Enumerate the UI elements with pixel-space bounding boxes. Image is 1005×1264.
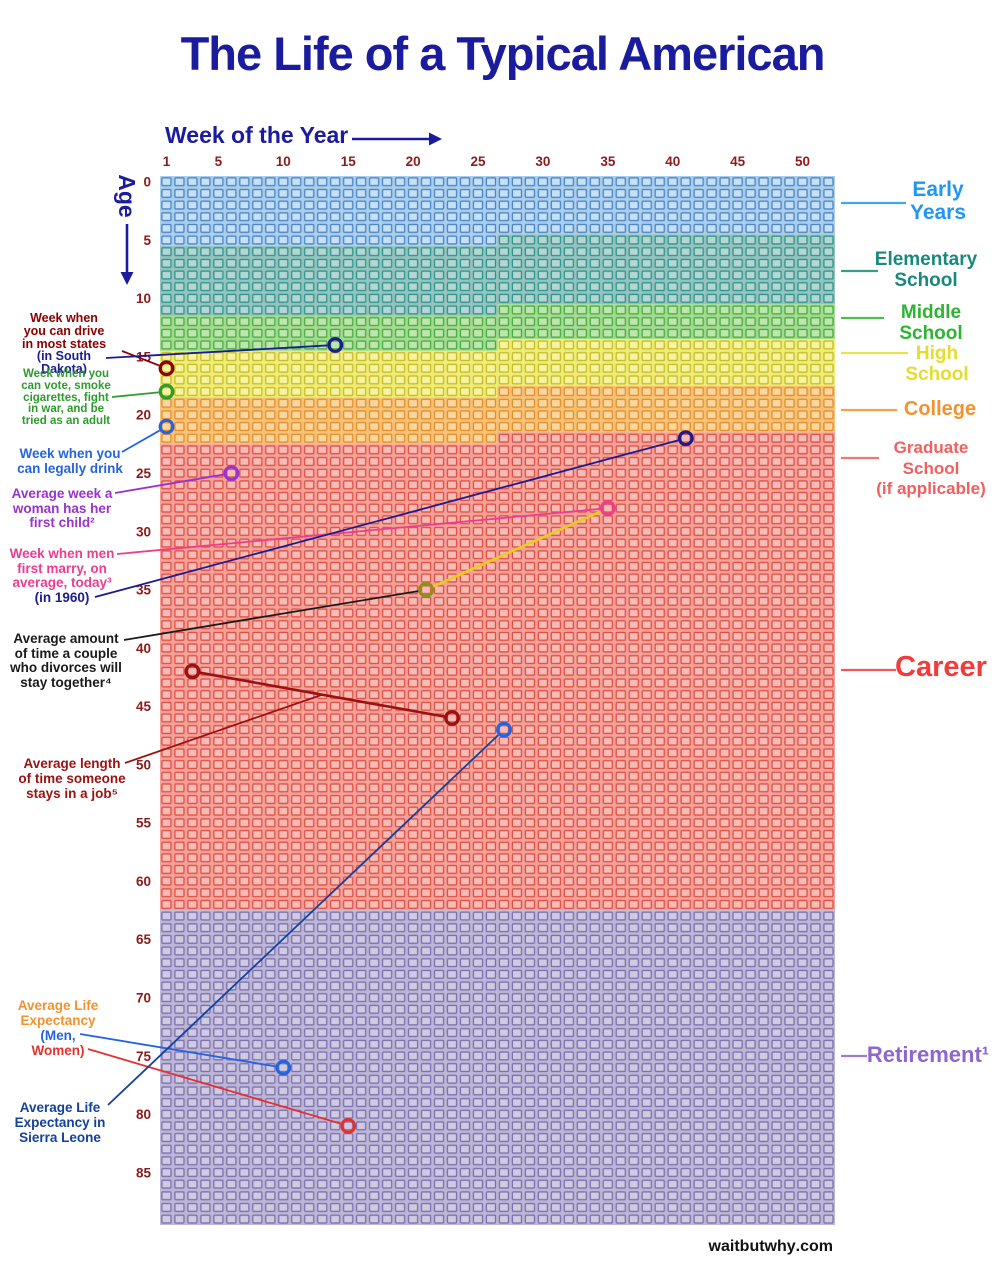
point-job_end xyxy=(444,710,460,726)
x-axis-arrow-icon xyxy=(352,132,442,146)
point-marry_1960 xyxy=(677,430,694,447)
band-cells-early xyxy=(160,176,835,246)
stage-label-high: High School xyxy=(905,343,969,385)
point-marry_today xyxy=(599,500,616,517)
annotation-lifeexp: Average Life Expectancy (Men, Women) xyxy=(17,998,99,1058)
point-drink_21 xyxy=(158,418,175,435)
connector-job-@jobmid xyxy=(124,693,323,764)
point-drive_16 xyxy=(158,360,175,377)
x-tick-5: 5 xyxy=(215,154,223,169)
y-tick-80: 80 xyxy=(136,1107,151,1122)
y-tick-0: 0 xyxy=(143,175,151,190)
y-tick-50: 50 xyxy=(136,757,151,772)
y-tick-45: 45 xyxy=(136,699,152,714)
annotation-drive: Week when you can drive in most states (in … xyxy=(21,311,107,377)
x-tick-10: 10 xyxy=(276,154,291,169)
annotation-sierra: Average Life Expectancy in Sierra Leone xyxy=(14,1100,106,1145)
y-tick-60: 60 xyxy=(136,874,151,889)
x-tick-40: 40 xyxy=(665,154,680,169)
band-cells-elementary xyxy=(160,234,835,316)
connector-drink-drink_21 xyxy=(121,429,160,453)
connector-vote-vote_18 xyxy=(111,391,159,398)
connector-marry-marry_1960 xyxy=(94,439,679,598)
band-cells-college xyxy=(160,385,835,445)
stage-label-retirement: Retirement¹ xyxy=(866,1042,990,1067)
x-tick-1: 1 xyxy=(163,154,171,169)
stage-label-college: College xyxy=(903,398,977,420)
y-tick-85: 85 xyxy=(136,1165,152,1180)
site-name: waitbutwhy xyxy=(708,1238,796,1255)
y-tick-20: 20 xyxy=(136,408,151,423)
point-job_start xyxy=(184,663,201,680)
connector-marry-marry_today xyxy=(116,508,600,555)
x-tick-35: 35 xyxy=(600,154,616,169)
band-cells-career xyxy=(160,432,835,911)
annotation-drink: Week when you can legally drink xyxy=(17,446,123,476)
x-tick-25: 25 xyxy=(471,154,487,169)
stage-label-middle: Middle School xyxy=(899,302,963,344)
connector-firstchild-first_child xyxy=(114,473,224,494)
connector-lifeexp-life_men xyxy=(79,1033,276,1068)
point-life_women xyxy=(340,1118,357,1134)
stage-label-elementary: Elementary School xyxy=(874,249,978,291)
x-tick-45: 45 xyxy=(730,154,746,169)
y-tick-55: 55 xyxy=(136,816,152,831)
band-cells-middle xyxy=(160,304,835,351)
point-sierra_leone xyxy=(496,721,512,738)
connector-drive-sd_drive xyxy=(105,344,328,359)
y-axis-arrow-icon xyxy=(120,224,134,285)
annotation-job: Average length of time someone stays in a … xyxy=(18,756,126,801)
segment-marry_today-divorce_end xyxy=(432,510,602,588)
stage-label-career: Career xyxy=(895,651,987,683)
y-tick-25: 25 xyxy=(136,466,152,481)
connector-drive-drive_16 xyxy=(121,350,160,367)
site-domain: .com xyxy=(795,1238,833,1255)
annotation-vote: Week when you can vote, smoke cigarettes, … xyxy=(21,368,111,428)
y-tick-5: 5 xyxy=(143,233,151,248)
point-first_child xyxy=(223,465,240,482)
annotation-divorce: Average amount of time a couple who divorc… xyxy=(10,631,122,690)
y-tick-40: 40 xyxy=(136,641,151,656)
x-tick-15: 15 xyxy=(341,154,357,169)
x-tick-20: 20 xyxy=(406,154,421,169)
stage-label-early: Early Years xyxy=(909,178,967,224)
x-tick-30: 30 xyxy=(535,154,550,169)
x-axis-title: Week of the Year xyxy=(165,122,349,148)
point-divorce_end xyxy=(418,581,435,598)
band-cells-retirement xyxy=(160,910,835,1225)
chart-title: The Life of a Typical American xyxy=(180,27,826,80)
y-tick-30: 30 xyxy=(136,524,151,539)
stage-label-grad: Graduate School (if applicable) xyxy=(876,438,986,498)
y-tick-35: 35 xyxy=(136,583,152,598)
point-life_men xyxy=(275,1059,292,1076)
connector-divorce-divorce_end xyxy=(123,590,419,641)
annotation-firstchild: Average week a woman has her first child² xyxy=(11,486,113,530)
annotation-marry: Week when men first marry, on average, tod… xyxy=(9,546,115,605)
connector-sierra-sierra_leone xyxy=(107,734,499,1106)
y-tick-70: 70 xyxy=(136,991,151,1006)
y-tick-75: 75 xyxy=(136,1049,152,1064)
point-vote_18 xyxy=(158,383,175,400)
y-tick-65: 65 xyxy=(136,932,152,947)
point-sd_drive xyxy=(327,337,344,353)
site-credit: waitbutwhy.com xyxy=(709,1238,833,1256)
x-tick-50: 50 xyxy=(795,154,810,169)
band-cells-high xyxy=(160,339,835,398)
y-tick-10: 10 xyxy=(136,291,151,306)
connector-lifeexp-life_women xyxy=(87,1048,341,1125)
